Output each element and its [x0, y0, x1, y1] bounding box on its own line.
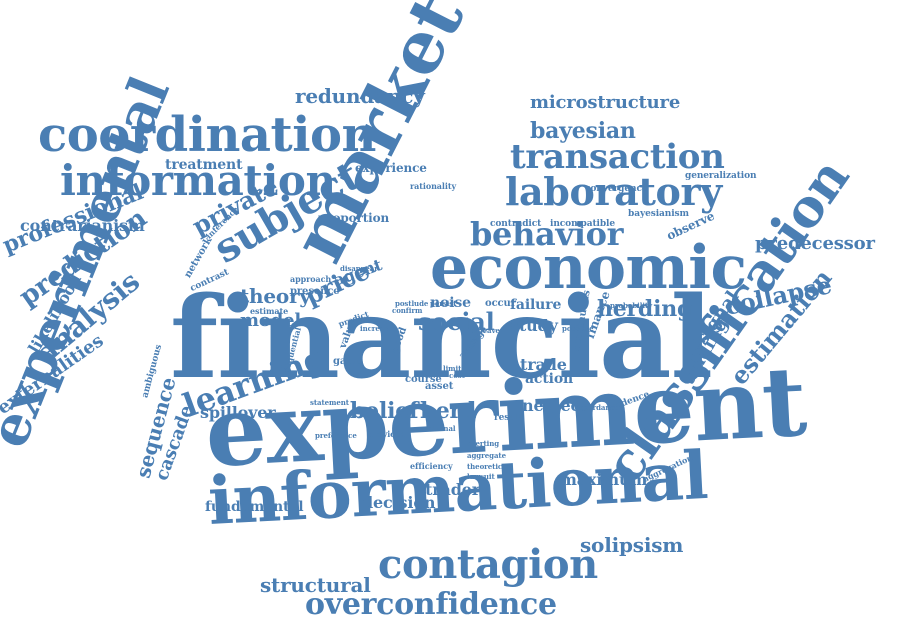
word-decision: decision — [362, 493, 436, 512]
word-contradict: contradict — [490, 219, 542, 229]
word-convergence: convergence — [585, 184, 648, 194]
word-coordination: coordination — [38, 107, 376, 163]
word-confirm: confirm — [392, 306, 423, 315]
word-bayesian: bayesian — [530, 118, 636, 144]
word-failure: failure — [510, 297, 562, 313]
word-approach: approach — [290, 274, 332, 284]
word-contrarianism: contrarianism — [20, 216, 145, 235]
word-contagion: contagion — [378, 541, 598, 588]
word-behavior: behavior — [470, 215, 624, 253]
word-neglect: neglect — [522, 396, 588, 415]
word-social: social — [418, 307, 495, 336]
word-trade: trade — [520, 355, 567, 374]
word-postlude: postlude — [395, 299, 429, 308]
word-study: study — [510, 316, 558, 335]
word-belief: belief — [350, 398, 419, 424]
word-structural: structural — [260, 573, 371, 597]
word-proportion: proportion — [318, 211, 390, 225]
word-bayesianism: bayesianism — [628, 209, 689, 219]
word-trader: trader — [425, 480, 481, 499]
word-information: information — [60, 156, 336, 205]
word-theoretical: theoretical — [467, 462, 510, 471]
word-averting: averting — [467, 439, 500, 448]
word-disappear: disappear — [340, 264, 378, 273]
word-persist: persist — [430, 299, 457, 308]
word-estimate: estimate — [250, 306, 289, 316]
word-spillover: spillover — [200, 403, 276, 422]
word-microstructure: microstructure — [530, 92, 681, 113]
word-presence: presence — [290, 286, 340, 297]
word-aggregate: aggregate — [467, 451, 506, 460]
word-previous: previous — [368, 429, 406, 439]
word-occur: occur — [485, 298, 516, 309]
word-lawsuit: lawsuit — [467, 472, 495, 481]
word-theory: theory — [240, 284, 311, 308]
word-course: course — [405, 374, 442, 385]
word-model: model — [240, 310, 302, 331]
word-efficiency: efficiency — [410, 461, 453, 471]
word-probability: probability — [610, 301, 653, 310]
word-cost: cost — [449, 371, 465, 380]
word-solipsism: solipsism — [580, 533, 684, 557]
word-rationality: rationality — [410, 181, 457, 191]
word-action: action — [525, 371, 574, 387]
word-possible: possible — [562, 324, 594, 333]
word-maximum: maximum — [560, 470, 648, 489]
word-game: game — [333, 356, 364, 367]
word-preference: preference — [315, 431, 357, 440]
word-transaction: transaction — [510, 137, 725, 177]
word-laboratory: laboratory — [505, 169, 722, 214]
word-incompatible: incompatible — [550, 219, 616, 229]
word-limit: limit — [443, 364, 462, 373]
word-financial: financial — [170, 273, 713, 404]
word-leave: leave — [480, 326, 500, 335]
word-asset: asset — [425, 381, 454, 392]
word-noise: noise — [430, 295, 471, 311]
word-experience: experience — [355, 161, 427, 175]
word-result: result — [494, 413, 524, 423]
word-fundamental: fundamental — [205, 499, 304, 515]
word-economic: economic — [430, 233, 747, 303]
word-generalization: generalization — [685, 171, 757, 181]
word-redundancy: redundancy — [295, 84, 425, 108]
word-herding: herding — [597, 296, 693, 322]
word-predecessor: predecessor — [755, 233, 875, 254]
word-statement: statement — [310, 398, 349, 407]
word-treatment: treatment — [165, 157, 243, 173]
word-overconfidence: overconfidence — [305, 587, 557, 622]
word-increase: increase — [360, 324, 393, 333]
word-accordance: accordance — [575, 403, 619, 412]
word-herd: herd — [420, 398, 477, 424]
word-rational: rational — [425, 424, 456, 433]
